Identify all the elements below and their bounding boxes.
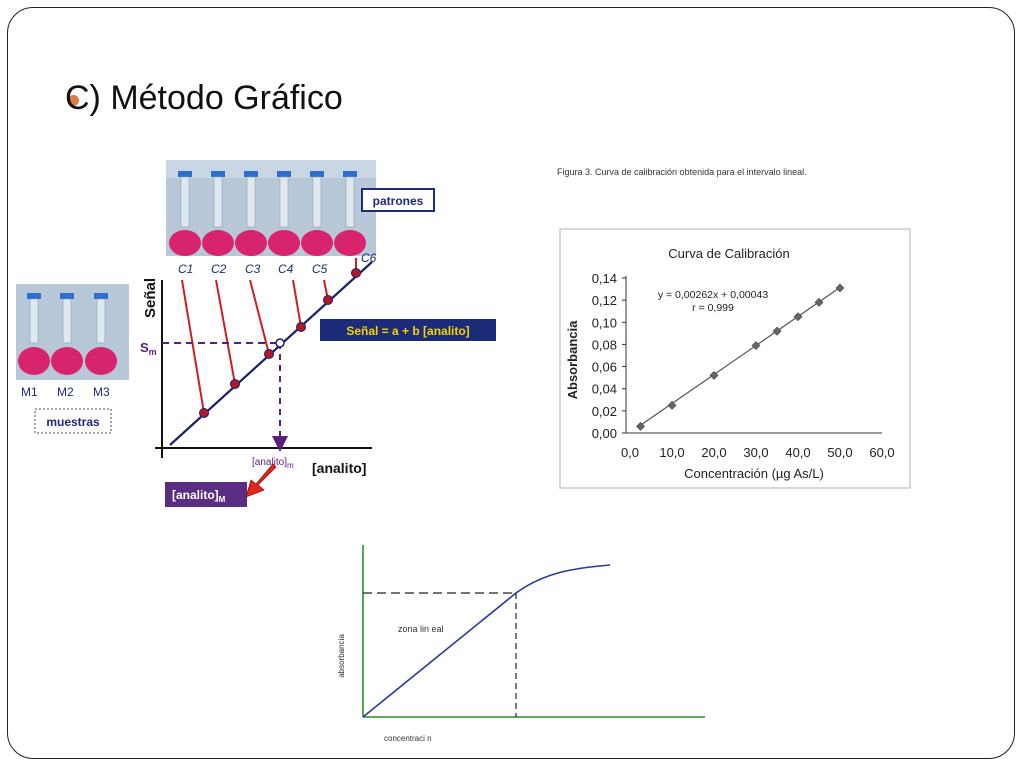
sample-label-m2: M2 xyxy=(57,385,74,399)
patrones-box xyxy=(361,188,435,212)
equation-box xyxy=(320,319,496,341)
sm-label: Sm xyxy=(140,340,157,357)
sample-flask-3 xyxy=(85,293,117,375)
chart-title: Curva de Calibración xyxy=(668,246,789,261)
x-tick-label-2: 20,0 xyxy=(701,445,726,460)
standard-label-c4: C4 xyxy=(278,262,294,276)
data-point-5 xyxy=(793,312,803,322)
result-arrow-icon xyxy=(245,463,277,498)
chart-y-label: Absorbancia xyxy=(565,320,580,400)
point-c5 xyxy=(323,295,333,305)
standard-label-c2: C2 xyxy=(211,262,227,276)
x-tick-label-5: 50,0 xyxy=(827,445,852,460)
chart-x-label: Concentración (µg As/L) xyxy=(684,466,824,481)
chart-marks: 0,00 0,02 0,04 0,06 0,08 0,10 0,12 0,14 0,0 10,0 2… xyxy=(592,271,895,460)
y-tick-label-6: 0,12 xyxy=(592,293,617,308)
standard-flask-4 xyxy=(268,171,300,256)
standard-label-c1: C1 xyxy=(178,262,193,276)
data-point-0 xyxy=(636,421,645,431)
y-axis-label: Señal xyxy=(142,278,159,318)
sample-point xyxy=(275,338,285,348)
slide-title: C) Método Gráfico xyxy=(65,79,343,117)
trendline xyxy=(640,286,841,426)
bullet-icon xyxy=(68,95,79,106)
figure-caption: Figura 3. Curva de calibración obtenida … xyxy=(557,167,807,177)
sample-flask-1 xyxy=(18,293,50,375)
standards-photo xyxy=(166,160,376,256)
sample-label-m3: M3 xyxy=(93,385,110,399)
sketch-x-label: concentraci n xyxy=(384,734,432,743)
standard-label-c5: C5 xyxy=(312,262,328,276)
standard-flask-5 xyxy=(301,171,333,256)
standard-flask-1 xyxy=(169,171,201,256)
x-tick-label-3: 30,0 xyxy=(743,445,768,460)
chart-r-value: r = 0,999 xyxy=(692,302,734,314)
chart-equation: y = 0,00262x + 0,00043 xyxy=(658,289,769,301)
data-point-2 xyxy=(709,371,719,380)
standard-label-c3: C3 xyxy=(245,262,261,276)
result-box xyxy=(165,482,247,507)
x-tick-label-1: 10,0 xyxy=(659,445,684,460)
standard-flask-3 xyxy=(235,171,267,256)
x-tick-label-0: 0,0 xyxy=(621,445,639,460)
chart-frame xyxy=(559,228,911,489)
y-tick-label-1: 0,02 xyxy=(592,404,617,419)
x-axis-label: [analito] xyxy=(312,460,366,476)
point-c4 xyxy=(296,322,306,332)
data-point-6 xyxy=(814,297,824,307)
sample-flask-2 xyxy=(51,293,83,375)
standard-flask-6 xyxy=(334,171,366,256)
y-tick-label-0: 0,00 xyxy=(592,426,617,441)
sketch-zone-label: zona lin eal xyxy=(398,624,444,634)
y-tick-label-7: 0,14 xyxy=(592,271,617,286)
point-c1 xyxy=(199,408,209,418)
data-point-4 xyxy=(772,326,782,336)
y-tick-label-4: 0,08 xyxy=(592,337,617,352)
data-point-1 xyxy=(667,400,677,410)
y-tick-label-2: 0,04 xyxy=(592,382,617,397)
xm-label: [analito]m xyxy=(252,457,294,470)
muestras-label: muestras xyxy=(46,415,100,429)
point-c2 xyxy=(230,379,240,389)
x-tick-label-6: 60,0 xyxy=(869,445,894,460)
y-tick-label-3: 0,06 xyxy=(592,360,617,375)
x-tick-label-4: 40,0 xyxy=(785,445,810,460)
y-tick-label-5: 0,10 xyxy=(592,315,617,330)
equation-label: Señal = a + b [analito] xyxy=(346,324,469,338)
point-c6 xyxy=(351,268,361,278)
data-point-3 xyxy=(751,341,761,350)
result-label: [analito]M xyxy=(172,488,226,504)
patrones-label: patrones xyxy=(373,194,424,208)
samples-photo xyxy=(16,284,129,380)
sketch-y-label: absorbancia xyxy=(337,634,346,678)
standard-points xyxy=(181,258,361,418)
standard-label-c6: C6 xyxy=(361,251,377,265)
sample-label-m1: M1 xyxy=(21,385,38,399)
standard-flask-2 xyxy=(202,171,234,256)
point-c3 xyxy=(264,349,274,359)
muestras-box xyxy=(34,408,112,434)
sketch-curve xyxy=(362,564,611,718)
data-point-7 xyxy=(835,283,845,293)
